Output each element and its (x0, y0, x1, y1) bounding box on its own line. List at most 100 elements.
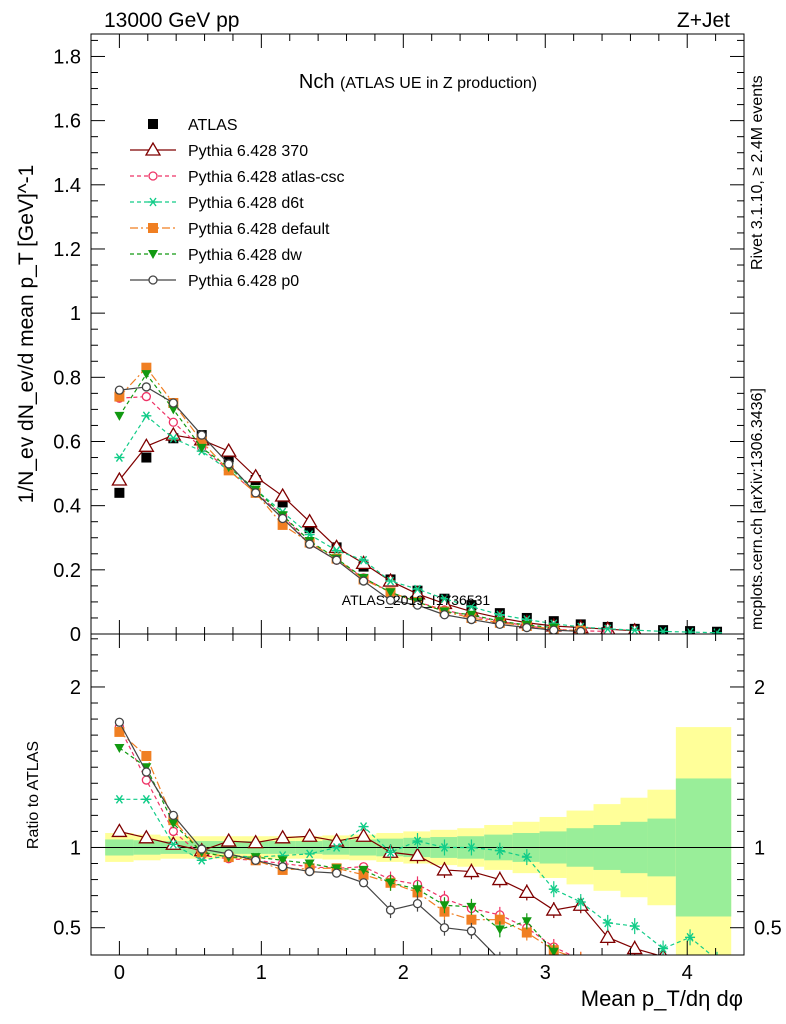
watermark: ATLAS_2019_I1736531 (342, 592, 491, 608)
asterisk-bar (523, 852, 531, 862)
pythia-6-428-d6t-point (466, 602, 477, 612)
pythia-6-428-dw-ratio-point (548, 947, 559, 955)
pythia-6-428-d6t-ratio-point (602, 918, 613, 928)
pythia-6-428-370-point (220, 442, 237, 457)
ratio-series (111, 717, 720, 972)
asterisk-bar (169, 839, 177, 849)
pythia-6-428-d6t-ratio-point (412, 836, 423, 846)
atlas-point (114, 487, 125, 498)
ratio-y-tick-label-right: 2 (754, 677, 765, 699)
mcplots-label: mcplots.cern.ch [arXiv:1306.3436] (749, 388, 766, 630)
atlas-point (141, 452, 152, 463)
pythia-6-428-p0-ratio-point (385, 905, 396, 915)
pythia-6-428-atlas-csc-point (141, 391, 152, 402)
pythia-6-428-370-ratio-point (301, 827, 318, 842)
pythia-6-428-p0-point (224, 459, 234, 469)
pythia-6-428-d6t-ratio-point (466, 843, 477, 852)
pythia-6-428-dw-ratio-point (494, 925, 505, 935)
pythia-6-428-p0-ratio-point (141, 767, 152, 777)
pythia-6-428-p0-ratio-point (224, 849, 234, 859)
pythia-6-428-d6t-point (658, 627, 669, 634)
pythia-6-428-370-ratio-point (463, 863, 480, 878)
pythia-6-428-370-point (247, 468, 264, 483)
pythia-6-428-d6t-point (602, 624, 613, 634)
legend-label: Pythia 6.428 p0 (188, 273, 299, 290)
pythia-6-428-dw-ratio-line (119, 747, 555, 953)
y-tick-label: 0.8 (53, 367, 81, 389)
legend-marker (148, 119, 158, 129)
pythia-6-428-d6t-point (412, 584, 423, 594)
pythia-6-428-d6t-point (141, 411, 152, 421)
asterisk-bar (631, 625, 639, 634)
x-tick-label: 0 (114, 962, 125, 984)
pythia-6-428-370-point (138, 438, 155, 452)
pythia-6-428-p0-point (168, 398, 178, 408)
asterisk-bar (142, 794, 150, 804)
y-tick-label: 0.2 (53, 560, 81, 582)
asterisk-bar (714, 956, 720, 964)
ratio-y-tick-label: 1 (70, 837, 81, 859)
asterisk-bar (659, 944, 667, 954)
legend-marker (148, 223, 158, 233)
pythia-6-428-dw-ratio-point (466, 902, 477, 912)
x-tick-label: 4 (682, 962, 693, 984)
ratio-y-tick-label: 2 (70, 677, 81, 699)
pythia-6-428-dw-point (141, 370, 152, 380)
pythia-6-428-370-ratio-point (409, 847, 426, 862)
ratio-y-axis-label: Ratio to ATLAS (25, 741, 42, 849)
y-tick-label: 0 (70, 624, 81, 646)
pythia-6-428-p0-ratio-point (523, 964, 531, 972)
pythia-6-428-370-ratio-point (626, 940, 643, 955)
asterisk-bar (686, 932, 694, 942)
legend-label: Pythia 6.428 atlas-csc (188, 169, 345, 186)
legend-label: Pythia 6.428 dw (188, 247, 302, 264)
asterisk-bar (604, 624, 612, 634)
pythia-6-428-d6t-ratio-point (548, 884, 559, 894)
asterisk-bar (386, 847, 395, 857)
pythia-6-428-dw-line (118, 373, 554, 629)
ratio-y-tick-label: 0.5 (53, 918, 81, 940)
asterisk-bar (440, 843, 449, 852)
pythia-6-428-p0-ratio-point (277, 862, 288, 872)
pythia-6-428-p0-ratio-point (412, 898, 423, 909)
y-tick-label: 1.6 (53, 111, 81, 133)
rivet-label: Rivet 3.1.10, ≥ 2.4M events (749, 75, 766, 270)
pythia-6-428-370-point (165, 426, 182, 441)
pythia-6-428-default-line (118, 366, 581, 632)
plot-title: Nch (ATLAS UE in Z production) (299, 71, 537, 93)
pythia-6-428-p0-ratio-point (439, 923, 450, 933)
pythia-6-428-default-ratio-point (521, 927, 532, 938)
pythia-6-428-p0-point (197, 430, 207, 440)
asterisk-bar (169, 433, 177, 443)
x-tick-label: 3 (540, 962, 551, 984)
pythia-6-428-370-ratio-point (355, 827, 372, 842)
legend-marker (148, 171, 158, 181)
pythia-6-428-370-ratio-point (545, 901, 562, 916)
pythia-6-428-d6t-point (385, 576, 396, 586)
pythia-6-428-370-ratio-point (599, 929, 616, 943)
pythia-6-428-d6t-ratio-point (575, 897, 586, 907)
asterisk-bar (604, 918, 612, 928)
ratio-y-tick-label-right: 0.5 (754, 918, 782, 940)
x-tick-label: 1 (256, 962, 267, 984)
pythia-6-428-370-ratio-point (220, 832, 237, 847)
pythia-6-428-d6t-ratio-point (196, 855, 207, 865)
pythia-6-428-370-ratio-point (274, 829, 291, 844)
y-axis-label: 1/N_ev dN_ev/d mean p_T [GeV]^-1 (15, 165, 38, 504)
pythia-6-428-default-ratio-point (141, 750, 152, 761)
pythia-6-428-p0-ratio-line (118, 721, 496, 955)
y-tick-label: 1 (70, 303, 81, 325)
pythia-6-428-p0-ratio-point (466, 926, 477, 936)
asterisk-bar (440, 594, 449, 604)
atlas-point (658, 625, 669, 634)
pythia-6-428-p0-ratio-point (331, 868, 342, 878)
legend-item-pythia-6-428-p0: Pythia 6.428 p0 (130, 273, 299, 290)
y-tick-label: 0.4 (53, 496, 81, 518)
plot-title-main: Nch (299, 71, 340, 93)
legend: ATLAS Pythia 6.428 370 Pythia 6.428 atlas-… (130, 117, 345, 290)
legend-marker (148, 197, 158, 207)
pythia-6-428-p0-point (549, 625, 559, 634)
atlas-point (685, 626, 696, 634)
pythia-6-428-d6t-ratio-point (685, 932, 696, 942)
pythia-6-428-p0-point (277, 513, 288, 524)
